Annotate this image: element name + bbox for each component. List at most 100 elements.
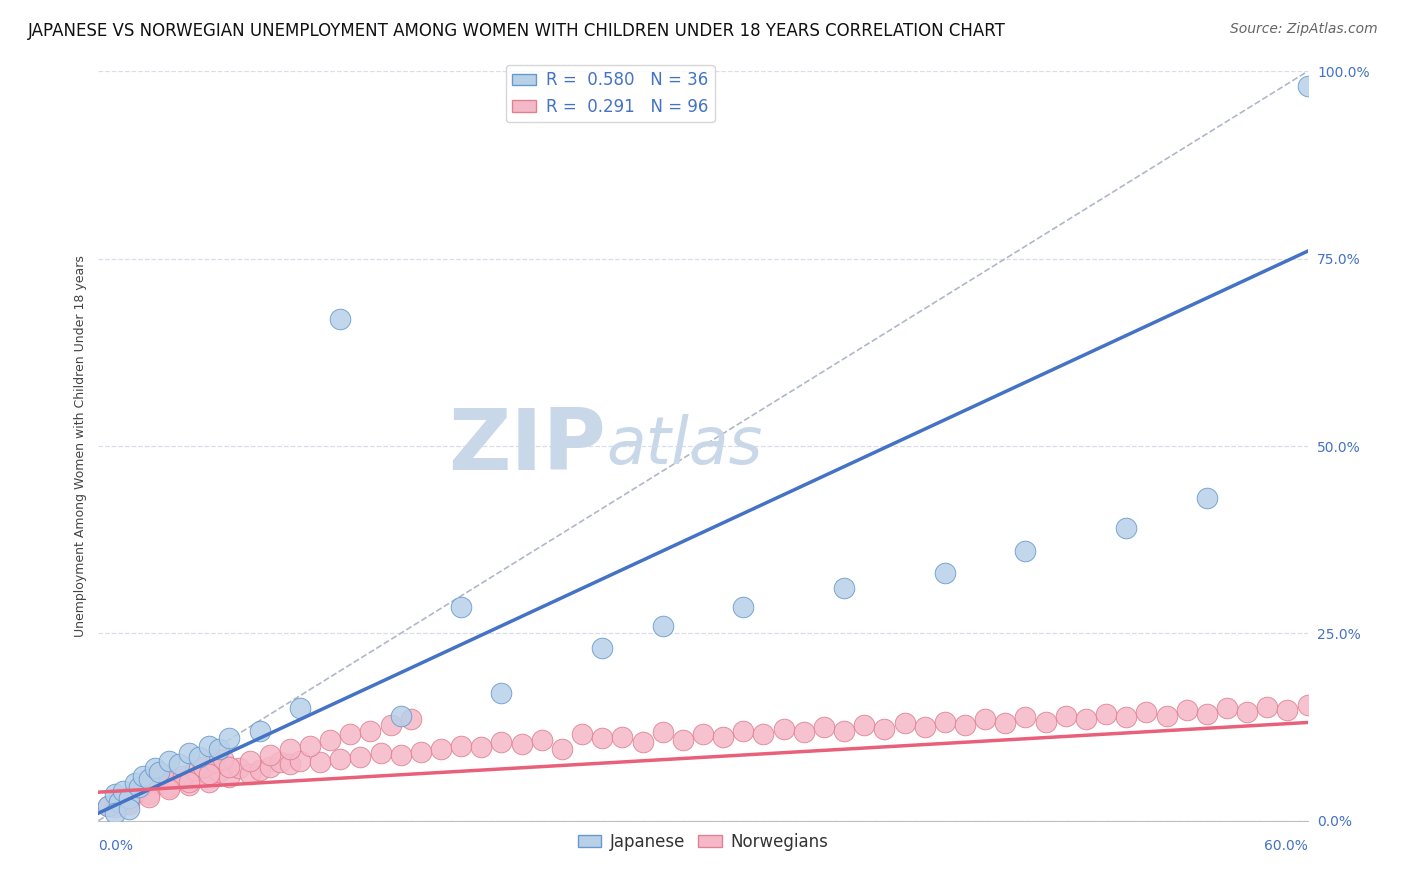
- Point: [107, 795, 129, 809]
- Point: [309, 755, 332, 769]
- Point: [163, 772, 186, 787]
- Point: [198, 774, 221, 789]
- Point: [143, 772, 166, 787]
- Point: [1195, 707, 1218, 722]
- Point: [470, 740, 492, 755]
- Point: [974, 713, 997, 727]
- Text: 60.0%: 60.0%: [1264, 839, 1308, 854]
- Text: JAPANESE VS NORWEGIAN UNEMPLOYMENT AMONG WOMEN WITH CHILDREN UNDER 18 YEARS CORR: JAPANESE VS NORWEGIAN UNEMPLOYMENT AMONG…: [28, 22, 1007, 40]
- Point: [172, 769, 194, 783]
- Point: [1115, 521, 1137, 535]
- Point: [228, 761, 250, 775]
- Point: [551, 742, 574, 756]
- Point: [124, 785, 146, 799]
- Point: [239, 754, 262, 768]
- Point: [349, 750, 371, 764]
- Point: [612, 730, 634, 744]
- Point: [651, 619, 673, 633]
- Point: [711, 730, 734, 744]
- Point: [853, 717, 876, 731]
- Point: [118, 795, 141, 809]
- Point: [132, 778, 155, 792]
- Point: [360, 723, 382, 738]
- Point: [193, 760, 215, 774]
- Point: [103, 788, 125, 802]
- Point: [269, 755, 291, 769]
- Point: [259, 747, 281, 762]
- Point: [873, 723, 896, 737]
- Point: [103, 806, 125, 821]
- Point: [510, 737, 533, 751]
- Point: [793, 725, 815, 739]
- Point: [893, 716, 915, 731]
- Point: [772, 723, 794, 737]
- Point: [198, 767, 221, 781]
- Point: [631, 735, 654, 749]
- Point: [208, 764, 231, 779]
- Point: [1256, 699, 1278, 714]
- Point: [179, 746, 201, 760]
- Point: [128, 780, 150, 794]
- Point: [128, 783, 150, 797]
- Point: [450, 600, 472, 615]
- Point: [339, 727, 361, 741]
- Point: [399, 713, 422, 727]
- Point: [143, 761, 166, 775]
- Point: [934, 566, 956, 581]
- Point: [914, 720, 936, 734]
- Point: [278, 742, 301, 756]
- Point: [111, 792, 134, 806]
- Point: [132, 769, 155, 783]
- Point: [591, 731, 613, 746]
- Point: [249, 763, 271, 777]
- Point: [953, 717, 976, 731]
- Point: [167, 757, 190, 772]
- Point: [1014, 710, 1036, 724]
- Point: [491, 735, 513, 749]
- Point: [188, 769, 211, 783]
- Point: [733, 600, 755, 615]
- Point: [1074, 713, 1097, 727]
- Point: [389, 708, 412, 723]
- Point: [198, 739, 221, 753]
- Point: [1156, 708, 1178, 723]
- Point: [179, 774, 201, 789]
- Point: [329, 311, 352, 326]
- Point: [208, 742, 231, 756]
- Point: [1296, 698, 1319, 712]
- Point: [380, 717, 402, 731]
- Point: [1296, 79, 1319, 94]
- Point: [692, 727, 714, 741]
- Point: [1195, 491, 1218, 506]
- Point: [118, 802, 141, 816]
- Point: [370, 746, 392, 760]
- Point: [138, 788, 160, 802]
- Point: [389, 747, 412, 762]
- Point: [124, 776, 146, 790]
- Point: [157, 782, 180, 797]
- Point: [148, 776, 170, 790]
- Point: [152, 767, 174, 781]
- Point: [1236, 705, 1258, 719]
- Point: [591, 641, 613, 656]
- Point: [813, 720, 835, 734]
- Point: [733, 723, 755, 738]
- Point: [329, 752, 352, 766]
- Point: [1175, 703, 1198, 717]
- Point: [157, 754, 180, 768]
- Text: Source: ZipAtlas.com: Source: ZipAtlas.com: [1230, 22, 1378, 37]
- Point: [118, 797, 141, 812]
- Point: [430, 742, 453, 756]
- Point: [157, 780, 180, 794]
- Point: [832, 723, 855, 738]
- Point: [204, 755, 226, 769]
- Point: [288, 701, 311, 715]
- Point: [184, 763, 207, 777]
- Point: [288, 754, 311, 768]
- Point: [1135, 705, 1157, 719]
- Point: [319, 732, 342, 747]
- Point: [1216, 701, 1239, 715]
- Legend: Japanese, Norwegians: Japanese, Norwegians: [571, 826, 835, 857]
- Point: [752, 727, 775, 741]
- Point: [672, 732, 695, 747]
